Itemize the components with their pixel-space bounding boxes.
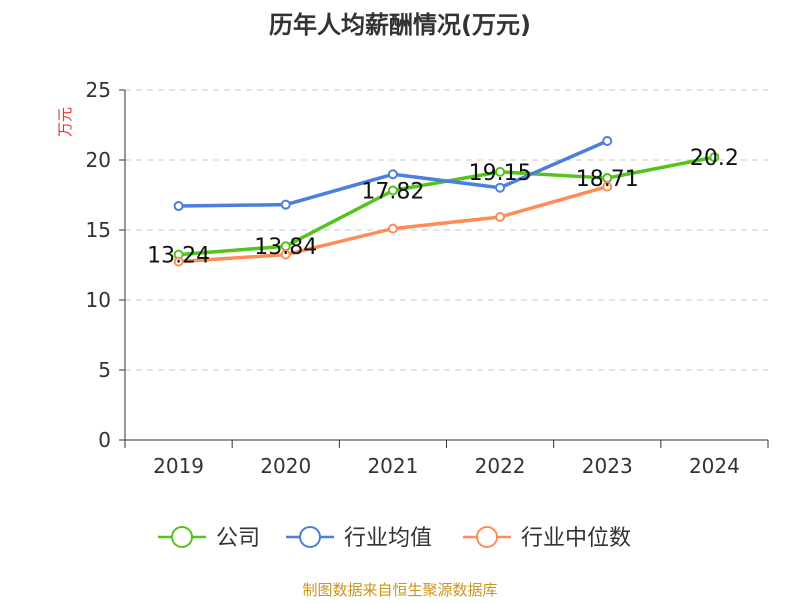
- data-point: [602, 135, 613, 146]
- data-label: 18.71: [576, 167, 639, 192]
- source-footer: 制图数据来自恒生聚源数据库: [302, 581, 497, 599]
- legend-label: 行业均值: [344, 526, 432, 551]
- legend-label: 公司: [216, 526, 260, 551]
- data-point: [387, 185, 398, 196]
- legend-marker: [476, 526, 498, 548]
- x-tick-label: 2022: [475, 454, 526, 478]
- y-tick-label: 25: [86, 78, 111, 102]
- x-tick-label: 2024: [689, 454, 740, 478]
- y-tick-label: 15: [86, 218, 111, 242]
- chart-title: 历年人均薪酬情况(万元): [269, 11, 531, 39]
- data-point: [495, 166, 506, 177]
- data-point: [387, 223, 398, 234]
- x-tick-label: 2023: [582, 454, 633, 478]
- x-tick-label: 2020: [260, 454, 311, 478]
- data-label: 19.15: [469, 161, 532, 186]
- x-tick-label: 2021: [367, 454, 418, 478]
- x-tick-label: 2019: [153, 454, 204, 478]
- y-axis-label: 万元: [56, 107, 74, 137]
- legend-marker: [171, 526, 193, 548]
- data-point: [173, 201, 184, 212]
- data-point: [495, 211, 506, 222]
- data-point: [602, 181, 613, 192]
- y-tick-label: 10: [86, 288, 111, 312]
- data-label: 20.2: [690, 146, 739, 171]
- data-point: [495, 182, 506, 193]
- y-tick-label: 20: [86, 148, 111, 172]
- data-point: [280, 199, 291, 210]
- data-point: [173, 256, 184, 267]
- data-label: 17.82: [361, 180, 424, 205]
- y-tick-label: 5: [98, 358, 111, 382]
- data-label: 13.84: [254, 235, 317, 260]
- data-label: 13.24: [147, 244, 210, 269]
- data-point: [387, 169, 398, 180]
- data-point: [709, 152, 720, 163]
- data-point: [280, 249, 291, 260]
- y-tick-label: 0: [98, 428, 111, 452]
- legend-marker: [299, 526, 321, 548]
- legend-label: 行业中位数: [521, 526, 631, 551]
